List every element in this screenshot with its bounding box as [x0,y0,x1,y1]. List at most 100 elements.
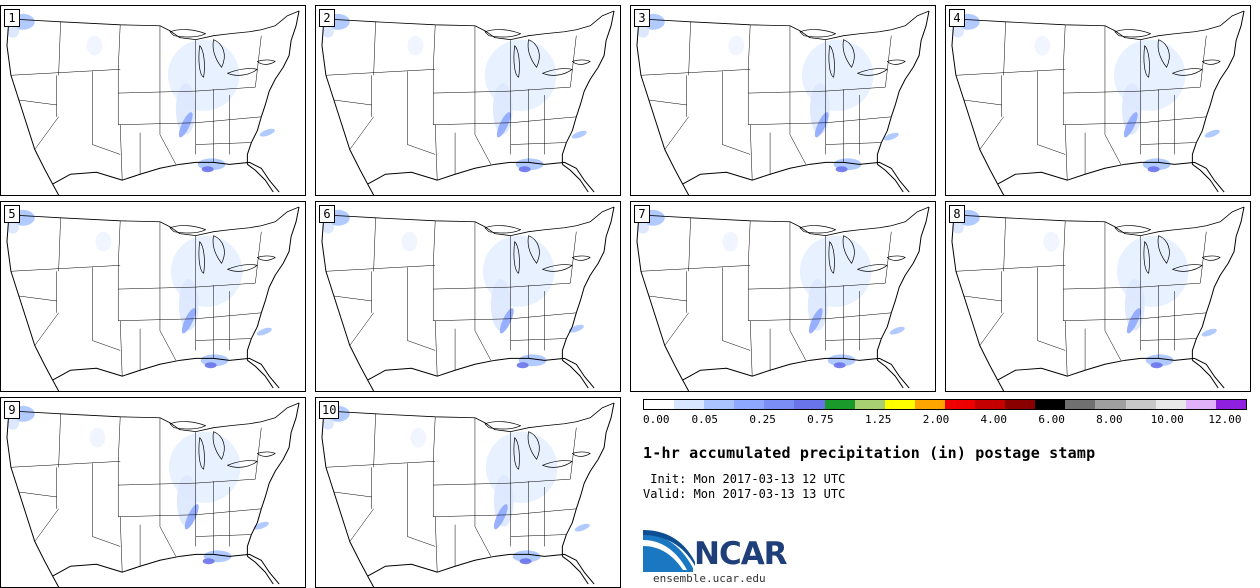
member-number: 1 [4,9,20,27]
great-lake [256,451,276,457]
state-border [433,286,511,290]
state-border [118,122,196,125]
state-border [1140,312,1207,320]
member-number: 3 [634,9,650,27]
state-border [748,318,826,321]
conus-map [951,10,1245,195]
state-border [1104,330,1122,361]
state-border [118,286,196,290]
pacific-coastline [636,18,690,195]
state-border [333,99,372,106]
state-border [159,134,177,165]
great-lake [1172,68,1203,76]
atlantic-coastline [246,206,300,361]
state-border [1064,320,1068,377]
member-panel-6[interactable]: 6 [315,201,621,392]
member-panel-4[interactable]: 4 [945,5,1251,196]
colorbar-tick-label: 0.00 [643,413,670,426]
member-panel-7[interactable]: 7 [630,201,936,392]
state-border [510,534,567,537]
colorbar-swatch [644,400,675,409]
state-border [34,508,59,542]
state-border [349,116,374,150]
great-lake [857,68,888,76]
member-panel-1[interactable]: 1 [0,5,306,196]
precip-area [321,25,334,38]
canada-border [323,206,615,237]
state-border [434,124,438,181]
ncar-wordmark: NCAR [694,536,788,572]
state-border [195,534,252,537]
state-border [1104,134,1122,165]
great-lake [227,264,258,272]
state-border [1037,144,1066,155]
state-border [407,340,436,351]
state-border [979,312,1004,346]
member-panel-2[interactable]: 2 [315,5,621,196]
state-border [118,90,196,94]
state-border [1063,286,1141,290]
great-lake [542,264,573,272]
great-lake [571,59,591,65]
colorbar-tick-label: 0.75 [807,413,834,426]
precip-area [321,221,334,234]
state-border [825,282,886,288]
gulf-coastline [367,553,595,585]
state-border [648,295,687,302]
state-border [963,295,1002,302]
precip-area [835,166,848,173]
colorbar-swatch [734,400,765,409]
great-lake [542,68,573,76]
state-border [58,413,61,468]
state-border [1063,318,1141,321]
state-border [1037,340,1066,351]
member-panel-9[interactable]: 9 [0,397,306,588]
state-border [195,86,256,92]
state-border [825,312,892,320]
conus-map [6,402,300,587]
gulf-coastline [682,161,910,193]
state-border [118,514,196,517]
florida-coastline [247,555,274,585]
state-border [510,478,571,484]
state-border [18,99,57,106]
precip-area [636,25,649,38]
valid-time: Valid: Mon 2017-03-13 13 UTC [643,487,846,501]
great-lake [513,437,520,470]
member-panel-10[interactable]: 10 [315,397,621,588]
state-border [325,461,436,468]
member-panel-8[interactable]: 8 [945,201,1251,392]
great-lake [484,29,522,38]
member-panel-5[interactable]: 5 [0,201,306,392]
colorbar-swatch [1125,400,1156,409]
pacific-coastline [321,18,375,195]
state-border [747,24,751,70]
precip-area [184,504,199,530]
state-border [119,320,123,377]
state-border [18,491,57,498]
state-border [825,338,882,341]
precip-area [636,221,649,234]
great-lake [886,255,906,261]
florida-coastline [562,163,589,193]
great-lake [484,421,522,430]
precip-area [1150,362,1163,369]
precip-area [499,308,514,334]
state-border [1140,338,1197,341]
precip-area [6,221,19,234]
member-number: 5 [4,205,20,223]
gulf-coastline [997,161,1225,193]
precip-area [512,550,541,563]
great-lake [169,421,207,430]
great-lake [227,68,258,76]
state-border [325,265,436,272]
state-border [664,116,689,150]
great-lake [256,255,276,261]
member-panel-3[interactable]: 3 [630,5,936,196]
great-lake [828,241,835,274]
atlantic-coastline [246,402,300,557]
precip-area [574,523,590,532]
pacific-coastline [951,214,1005,391]
colorbar-swatch [824,400,855,409]
state-border [510,338,567,341]
